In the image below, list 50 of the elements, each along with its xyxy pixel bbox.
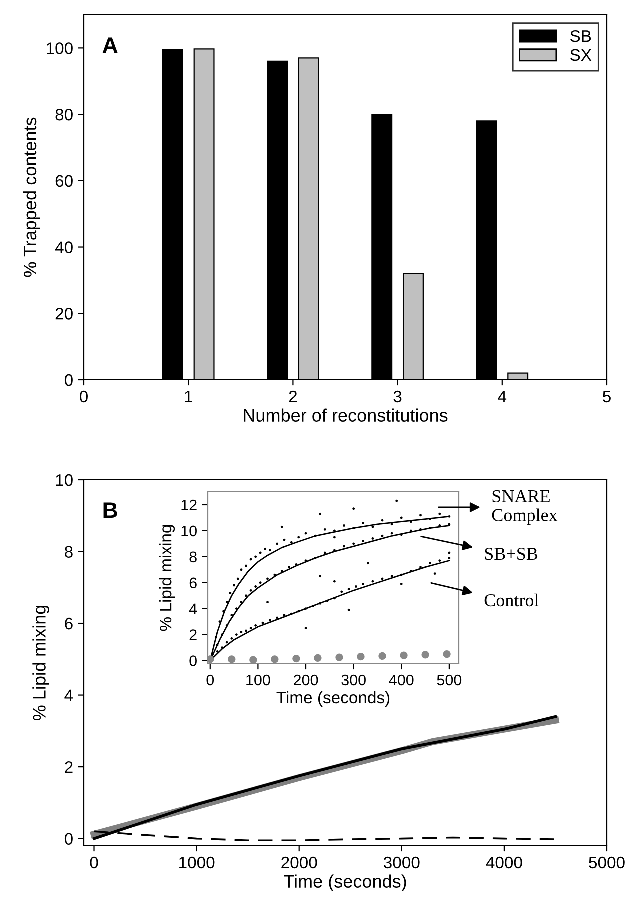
legend-label: SB bbox=[570, 30, 592, 42]
y-tick-label: 0 bbox=[64, 833, 73, 846]
x-tick-label: 3 bbox=[394, 390, 402, 403]
x-tick-label: 3000 bbox=[384, 856, 420, 869]
y-axis-title: % Trapped contents bbox=[23, 118, 40, 278]
x-tick-label: 5 bbox=[603, 391, 611, 403]
y-tick-label: 60 bbox=[56, 175, 73, 188]
x-tick-label: 2 bbox=[289, 390, 297, 402]
legend-label: SX bbox=[570, 49, 592, 62]
y-tick-label: 20 bbox=[56, 308, 73, 320]
y-tick-label: 2 bbox=[190, 630, 197, 640]
y-tick-label: 0 bbox=[190, 656, 197, 666]
y-tick-label: 0 bbox=[64, 374, 73, 386]
y-tick-label: 4 bbox=[64, 690, 74, 702]
x-tick-label: 4 bbox=[498, 391, 507, 402]
x-tick-label: 1 bbox=[185, 391, 192, 402]
y-axis-title: % Lipid mixing bbox=[32, 606, 50, 721]
y-tick-label: 40 bbox=[55, 242, 73, 254]
x-tick-label: 100 bbox=[246, 674, 270, 686]
x-tick-label: 200 bbox=[294, 674, 318, 686]
y-tick-label: 6 bbox=[190, 578, 197, 589]
x-tick-label: 4000 bbox=[486, 856, 522, 869]
x-tick-label: 1000 bbox=[180, 856, 215, 869]
x-tick-label: 0 bbox=[206, 674, 214, 686]
annotation: SB+SB bbox=[485, 548, 538, 560]
x-axis-title: Time (seconds) bbox=[276, 691, 390, 707]
x-tick-label: 5000 bbox=[589, 856, 625, 869]
y-tick-label: 10 bbox=[182, 526, 197, 537]
y-tick-label: 12 bbox=[182, 500, 197, 511]
x-axis-title: Time (seconds) bbox=[284, 874, 406, 892]
annotation: Control bbox=[484, 594, 539, 607]
text: A bbox=[102, 38, 118, 54]
x-tick-label: 400 bbox=[389, 674, 414, 686]
x-tick-label: 0 bbox=[80, 390, 88, 403]
annotation: SNARE Complex bbox=[492, 490, 558, 526]
text: B bbox=[104, 502, 118, 518]
x-tick-label: 500 bbox=[437, 674, 462, 686]
y-axis-title: % Lipid mixing bbox=[160, 525, 176, 632]
y-tick-label: 8 bbox=[65, 546, 73, 558]
y-tick-label: 10 bbox=[56, 474, 73, 486]
x-tick-label: 0 bbox=[90, 856, 98, 869]
x-tick-label: 300 bbox=[342, 674, 366, 686]
y-tick-label: 80 bbox=[56, 108, 73, 121]
y-tick-label: 2 bbox=[65, 761, 73, 774]
y-tick-label: 6 bbox=[65, 618, 73, 630]
y-tick-label: 8 bbox=[190, 552, 197, 563]
y-tick-label: 100 bbox=[47, 42, 73, 54]
y-tick-label: 4 bbox=[189, 604, 198, 614]
x-axis-title: Number of reconstitutions bbox=[244, 408, 448, 422]
x-tick-label: 2000 bbox=[282, 856, 318, 869]
